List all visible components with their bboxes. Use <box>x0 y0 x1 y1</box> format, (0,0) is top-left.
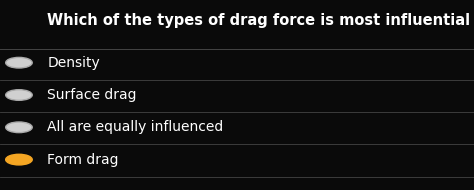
Circle shape <box>6 57 32 68</box>
Circle shape <box>6 122 32 133</box>
Text: All are equally influenced: All are equally influenced <box>47 120 224 134</box>
Text: Surface drag: Surface drag <box>47 88 137 102</box>
Text: Form drag: Form drag <box>47 153 119 167</box>
Circle shape <box>6 154 32 165</box>
Text: Density: Density <box>47 56 100 70</box>
Circle shape <box>6 90 32 100</box>
Text: Which of the types of drag force is most influential at higher velocities: Which of the types of drag force is most… <box>47 13 474 28</box>
